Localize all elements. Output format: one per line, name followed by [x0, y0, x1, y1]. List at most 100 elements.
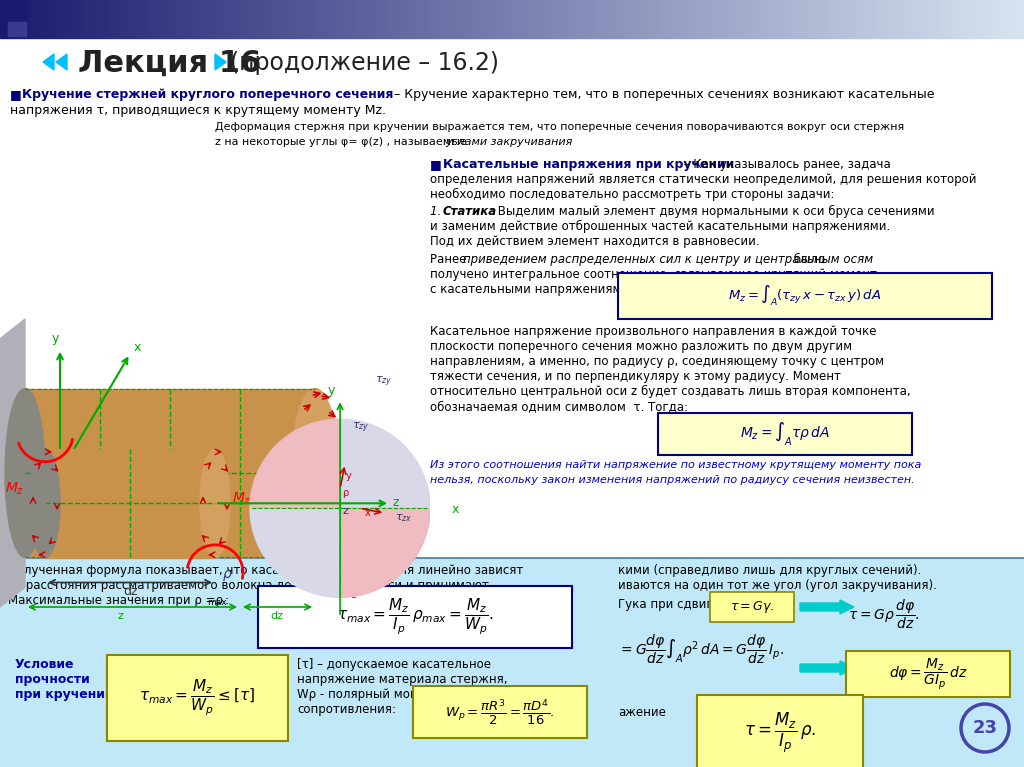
Bar	[505, 0, 509, 38]
Bar	[573, 0, 577, 38]
Text: x: x	[134, 341, 141, 354]
Bar	[348, 0, 351, 38]
Text: $M_z = \int_A \tau\rho\,dA$: $M_z = \int_A \tau\rho\,dA$	[740, 420, 829, 448]
Bar	[228, 0, 232, 38]
Text: (продолжение – 16.2): (продолжение – 16.2)	[230, 51, 499, 75]
Bar	[208, 0, 212, 38]
Bar	[157, 0, 161, 38]
Bar	[781, 0, 785, 38]
Bar	[10, 0, 13, 38]
Text: y: y	[52, 332, 59, 345]
Bar	[113, 0, 116, 38]
Bar	[427, 0, 430, 38]
Bar	[376, 0, 379, 38]
Bar	[604, 0, 607, 38]
Bar	[17, 0, 20, 38]
Text: : Выделим малый элемент двумя нормальными к оси бруса сечениями: : Выделим малый элемент двумя нормальным…	[490, 205, 935, 218]
Bar	[246, 0, 249, 38]
Bar	[891, 0, 894, 38]
Bar	[24, 0, 28, 38]
Text: z на некоторые углы φ= φ(z) , называемые: z на некоторые углы φ= φ(z) , называемые	[215, 137, 470, 147]
Bar	[181, 0, 184, 38]
Bar	[840, 0, 843, 38]
Text: прочности: прочности	[15, 673, 90, 686]
Bar	[829, 0, 833, 38]
Text: приведением распределенных сил к центру и центральным осям: приведением распределенных сил к центру …	[463, 253, 873, 266]
Bar	[642, 0, 645, 38]
Text: напряжение материала стержня,: напряжение материала стержня,	[297, 673, 508, 686]
Bar	[744, 0, 748, 38]
Bar	[966, 0, 970, 38]
Bar	[973, 0, 976, 38]
Bar	[550, 0, 553, 38]
Bar	[481, 0, 484, 38]
Bar	[819, 0, 822, 38]
Text: кими (справедливо лишь для круглых сечений).: кими (справедливо лишь для круглых сечен…	[618, 564, 922, 577]
FancyBboxPatch shape	[658, 413, 912, 455]
Bar	[28, 0, 31, 38]
Text: $\tau_{max} = \dfrac{M_z}{I_p}\,\rho_{max} = \dfrac{M_z}{W_p}.$: $\tau_{max} = \dfrac{M_z}{I_p}\,\rho_{ma…	[337, 597, 494, 637]
Text: Ранее: Ранее	[430, 253, 470, 266]
Bar	[515, 0, 519, 38]
Bar	[553, 0, 556, 38]
Bar	[212, 0, 215, 38]
Bar	[379, 0, 382, 38]
Bar	[1000, 0, 1004, 38]
Bar	[942, 0, 945, 38]
Bar	[31, 0, 34, 38]
Bar	[372, 0, 376, 38]
Bar	[812, 0, 816, 38]
Bar	[195, 0, 198, 38]
Text: ρ: ρ	[342, 489, 348, 499]
Bar	[509, 0, 512, 38]
Bar	[146, 0, 151, 38]
Bar	[263, 0, 266, 38]
Text: $M_z = \int_A (\tau_{zy}\,x - \tau_{zx}\,y)\,dA$: $M_z = \int_A (\tau_{zy}\,x - \tau_{zx}\…	[728, 284, 882, 308]
Bar	[1004, 0, 1007, 38]
Text: $W_p = \dfrac{\pi R^3}{2} = \dfrac{\pi D^4}{16}.$: $W_p = \dfrac{\pi R^3}{2} = \dfrac{\pi D…	[445, 697, 555, 727]
Bar	[310, 0, 314, 38]
Text: $\tau = G\rho\,\dfrac{d\varphi}{dz}.$: $\tau = G\rho\,\dfrac{d\varphi}{dz}.$	[848, 598, 920, 631]
Bar	[386, 0, 389, 38]
Bar	[218, 0, 222, 38]
Bar	[164, 0, 167, 38]
Text: определения напряжений является статически неопределимой, для решения которой: определения напряжений является статичес…	[430, 173, 977, 186]
Bar	[617, 0, 622, 38]
Bar	[1011, 0, 1014, 38]
Bar	[673, 0, 676, 38]
Bar	[478, 0, 481, 38]
Bar	[471, 0, 474, 38]
Bar	[519, 0, 522, 38]
Bar	[536, 0, 540, 38]
Bar	[89, 0, 92, 38]
Bar	[328, 0, 331, 38]
Bar	[99, 0, 102, 38]
Text: плоскости поперечного сечения можно разложить по двум другим: плоскости поперечного сечения можно разл…	[430, 340, 852, 353]
Text: $\bar{\varphi}$: $\bar{\varphi}$	[155, 452, 167, 471]
Bar	[546, 0, 550, 38]
Text: z: z	[117, 611, 123, 621]
Bar	[843, 0, 847, 38]
Text: y: y	[346, 471, 352, 481]
Bar	[120, 0, 123, 38]
Bar	[939, 0, 942, 38]
Bar	[581, 0, 584, 38]
Bar	[126, 0, 130, 38]
Bar	[174, 0, 177, 38]
Bar	[243, 0, 246, 38]
Bar	[351, 0, 355, 38]
Bar	[703, 0, 707, 38]
Bar	[792, 0, 796, 38]
Text: Касательные напряжения при кручении: Касательные напряжения при кручении	[443, 158, 734, 171]
Bar	[202, 0, 205, 38]
Bar	[601, 0, 604, 38]
Text: сопротивления:: сопротивления:	[297, 703, 396, 716]
Bar	[167, 0, 171, 38]
Bar	[361, 0, 366, 38]
Text: Под их действием элемент находится в равновесии.: Под их действием элемент находится в рав…	[430, 235, 760, 248]
Bar	[775, 0, 778, 38]
Bar	[474, 0, 478, 38]
Bar	[683, 0, 686, 38]
Bar	[658, 0, 663, 38]
Bar	[863, 0, 867, 38]
